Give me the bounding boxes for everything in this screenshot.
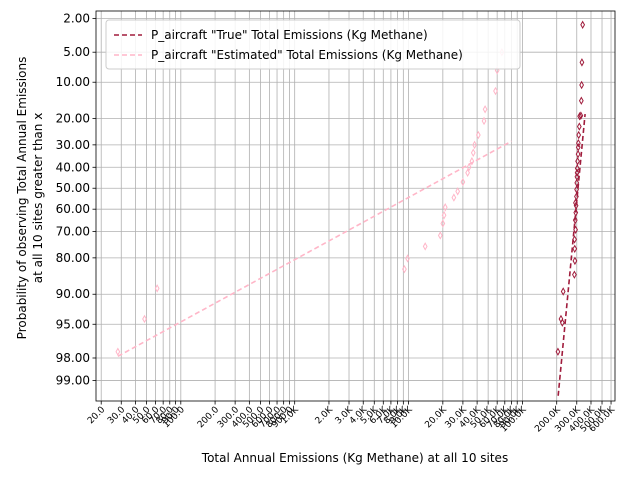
data-point-series-0 — [574, 164, 580, 173]
data-point-series-1 — [402, 264, 407, 274]
data-point-series-0 — [574, 168, 580, 178]
data-point-series-0 — [574, 178, 580, 188]
data-point-series-1 — [493, 86, 498, 96]
data-point-series-0 — [576, 138, 581, 148]
y-tick-label: 20.00 — [56, 112, 90, 126]
y-tick-label: 50.00 — [56, 181, 90, 195]
data-point-series-0 — [575, 157, 580, 166]
data-point-series-1 — [442, 203, 448, 212]
data-point-series-1 — [482, 105, 488, 114]
data-point-series-0 — [572, 270, 577, 279]
data-point-series-0 — [572, 235, 577, 244]
data-point-series-0 — [577, 112, 583, 121]
data-point-series-0 — [555, 347, 561, 356]
data-point-series-0 — [573, 208, 579, 217]
legend-label-estimated: P_aircraft "Estimated" Total Emissions (… — [151, 48, 463, 62]
y-tick-label: 30.00 — [56, 138, 90, 152]
data-point-series-0 — [578, 111, 584, 120]
data-point-series-0 — [559, 318, 565, 327]
legend-label-true: P_aircraft "True" Total Emissions (Kg Me… — [151, 28, 428, 42]
data-point-series-1 — [460, 177, 466, 187]
plot-area-border — [95, 10, 616, 402]
data-point-series-1 — [154, 284, 160, 293]
data-point-series-1 — [115, 347, 121, 356]
data-point-series-1 — [422, 242, 428, 251]
data-point-series-1 — [142, 314, 147, 324]
y-axis-title-line-2: at all 10 sites greater than x — [31, 113, 45, 284]
y-tick-label: 90.00 — [56, 287, 90, 301]
data-point-series-1 — [472, 140, 477, 150]
data-point-series-0 — [579, 58, 585, 67]
data-point-series-0 — [574, 185, 579, 194]
data-point-series-0 — [572, 256, 578, 266]
data-point-series-1 — [466, 162, 472, 172]
data-point-series-0 — [574, 192, 579, 201]
data-point-series-0 — [572, 215, 578, 225]
legend-box — [105, 19, 521, 70]
data-point-series-0 — [575, 143, 581, 152]
y-tick-label: 40.00 — [56, 160, 90, 174]
data-point-series-0 — [578, 96, 584, 105]
data-point-series-0 — [572, 244, 578, 254]
data-point-series-0 — [575, 149, 581, 159]
data-point-series-0 — [574, 172, 580, 182]
data-point-series-0 — [573, 198, 578, 208]
fit-line-series-1 — [117, 140, 512, 358]
x-axis-title: Total Annual Emissions (Kg Methane) at a… — [201, 451, 508, 465]
y-tick-label: 95.00 — [56, 317, 90, 331]
fit-line-series-0 — [557, 113, 586, 396]
data-point-series-0 — [579, 80, 584, 90]
data-point-series-0 — [573, 225, 578, 234]
data-point-series-1 — [405, 254, 410, 263]
data-point-series-1 — [470, 148, 476, 157]
data-point-series-0 — [560, 287, 566, 296]
data-point-series-0 — [580, 20, 586, 29]
data-point-series-1 — [465, 168, 470, 178]
y-tick-label: 5.00 — [63, 45, 90, 59]
data-points — [115, 20, 586, 356]
y-tick-label: 70.00 — [56, 225, 90, 239]
data-point-series-0 — [576, 122, 582, 131]
data-point-series-1 — [451, 193, 457, 202]
y-tick-label: 98.00 — [56, 351, 90, 365]
legend: P_aircraft "True" Total Emissions (Kg Me… — [105, 19, 521, 70]
fit-lines — [117, 113, 586, 396]
data-point-series-1 — [481, 116, 487, 126]
y-tick-label: 80.00 — [56, 251, 90, 265]
y-tick-label: 10.00 — [56, 75, 90, 89]
y-tick-label: 60.00 — [56, 202, 90, 216]
y-axis-title-line-1: Probability of observing Total Annual Em… — [15, 57, 29, 340]
y-axis-ticks: 2.00 5.00 10.00 20.00 30.00 40.00 50.00 60.00 70… — [56, 11, 96, 387]
data-point-series-1 — [440, 219, 446, 228]
grid-lines — [96, 11, 615, 401]
data-point-series-0 — [576, 130, 582, 140]
y-tick-label: 99.00 — [56, 373, 90, 387]
data-point-series-1 — [469, 157, 475, 166]
y-tick-label: 2.00 — [63, 11, 90, 25]
data-point-series-1 — [475, 130, 481, 140]
data-point-series-1 — [437, 231, 443, 240]
data-point-series-1 — [441, 211, 447, 220]
data-point-series-1 — [455, 187, 461, 196]
